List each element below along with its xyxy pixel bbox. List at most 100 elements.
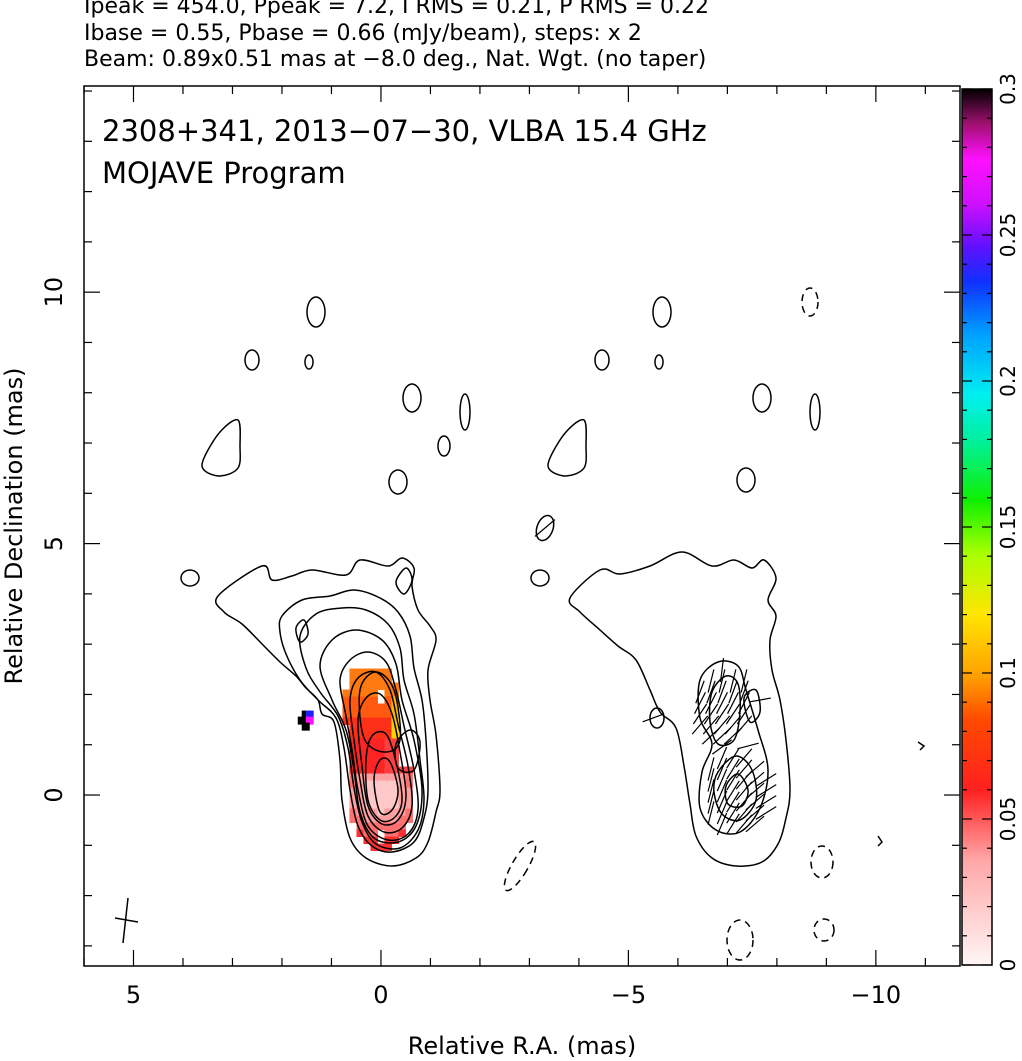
image-pixel	[384, 759, 392, 768]
noise-contour	[304, 354, 314, 370]
image-pixel	[356, 822, 364, 831]
image-pixel	[384, 710, 392, 719]
evpa-vector	[725, 703, 741, 725]
image-pixel	[305, 710, 314, 719]
image-pixel	[363, 836, 371, 845]
image-pixel	[363, 717, 371, 726]
noise-contour	[306, 296, 326, 328]
evpa-vector	[716, 812, 728, 836]
image-pixel	[377, 787, 385, 796]
image-pixel	[363, 815, 371, 824]
colorbar-tick-label: 0.05	[996, 797, 1020, 842]
evpa-vector	[726, 813, 740, 835]
noise-contour	[652, 296, 672, 328]
image-pixel	[363, 738, 371, 747]
evpa-vector	[755, 806, 777, 820]
image-pixel	[398, 780, 406, 789]
y-tick-label: 0	[40, 787, 68, 802]
evpa-vector	[735, 759, 753, 779]
x-tick-label: 5	[126, 981, 141, 1009]
beam-marker	[114, 897, 139, 944]
image-pixel	[356, 759, 364, 768]
image-pixel	[342, 703, 350, 712]
evpa-vector	[703, 703, 719, 725]
evpa-vector	[714, 703, 730, 725]
image-pixel	[391, 829, 399, 838]
noise-contour	[649, 707, 665, 729]
image-pixel	[370, 794, 378, 803]
image-pixel	[349, 773, 357, 782]
evpa-vector	[726, 758, 740, 780]
evpa-vector	[755, 784, 777, 798]
evpa-vector	[707, 790, 715, 814]
image-pixel	[377, 808, 385, 817]
evpa-vector	[726, 769, 740, 791]
y-axis-ticks	[84, 90, 960, 947]
header-line-3: Beam: 0.89x0.51 mas at −8.0 deg., Nat. W…	[84, 47, 707, 72]
image-pixel	[384, 745, 392, 754]
noise-contour	[917, 741, 926, 751]
x-axis-label: Relative R.A. (mas)	[408, 1032, 636, 1060]
evpa-vector	[739, 680, 749, 704]
image-pixel	[370, 675, 378, 684]
contour-level	[394, 729, 421, 774]
image-pixel	[363, 731, 371, 740]
image-pixel	[349, 724, 357, 733]
contour-level	[373, 757, 399, 816]
image-pixel	[363, 773, 371, 782]
image-pixel	[363, 822, 371, 831]
evpa-vector	[716, 779, 728, 803]
image-pixel	[377, 815, 385, 824]
contour-level	[319, 629, 423, 844]
evpa-vector	[707, 669, 715, 693]
map-subtitle: MOJAVE Program	[102, 156, 346, 190]
noise-contour	[547, 418, 587, 477]
evpa-vector	[706, 680, 716, 704]
image-pixel	[349, 738, 357, 747]
evpa-vector	[705, 692, 717, 714]
image-pixel	[377, 780, 385, 789]
image-pixel	[398, 766, 406, 775]
noise-contour	[388, 469, 408, 495]
image-pixel	[363, 682, 371, 691]
contour-level	[357, 692, 407, 826]
image-pixel	[405, 787, 413, 796]
evpa-vector	[723, 727, 743, 745]
evpa-vector	[695, 680, 705, 704]
image-pixel	[384, 822, 392, 831]
contour-level	[339, 651, 419, 842]
noise-contour	[535, 514, 555, 542]
contour-level	[568, 551, 791, 867]
image-pixel	[391, 822, 399, 831]
image-pixel	[356, 696, 364, 705]
evpa-vector	[716, 801, 728, 825]
image-pixel	[377, 822, 385, 831]
image-pixel	[377, 717, 385, 726]
evpa-vector	[737, 742, 759, 750]
image-pixel	[349, 689, 357, 698]
evpa-vector	[735, 770, 753, 790]
evpa-vector	[755, 795, 777, 809]
image-pixel	[349, 668, 357, 677]
evpa-vector	[702, 715, 720, 735]
image-pixel	[384, 668, 392, 677]
image-pixel	[377, 752, 385, 761]
image-pixel	[370, 717, 378, 726]
noise-contour	[180, 569, 200, 587]
evpa-vector	[716, 746, 728, 770]
image-pixel	[370, 738, 378, 747]
image-pixel	[370, 703, 378, 712]
image-pixel	[384, 773, 392, 782]
contour-level	[358, 671, 402, 753]
image-pixel	[342, 696, 350, 705]
evpa-vector	[719, 658, 725, 682]
contour-level	[697, 660, 769, 835]
image-pixel	[370, 724, 378, 733]
image-pixel	[356, 815, 364, 824]
evpa-vector	[717, 680, 727, 704]
evpa-vector	[707, 801, 715, 825]
image-pixel	[391, 731, 399, 740]
stokes-i-contours-left	[214, 557, 441, 867]
image-pixel	[370, 682, 378, 691]
